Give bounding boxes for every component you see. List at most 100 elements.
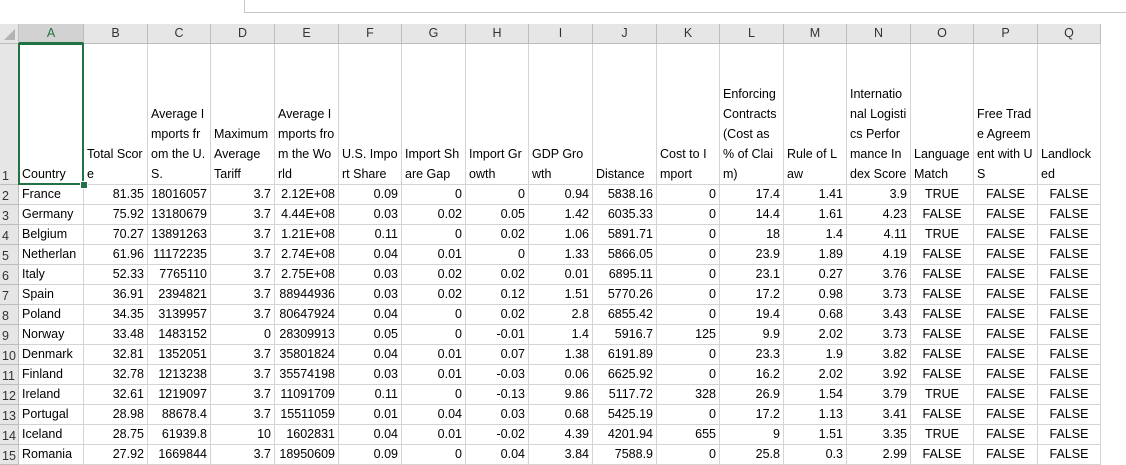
data-cell[interactable]: FALSE bbox=[911, 325, 974, 345]
data-cell[interactable]: 5770.26 bbox=[593, 285, 657, 305]
data-cell[interactable]: 5117.72 bbox=[593, 385, 657, 405]
data-cell[interactable]: 0.04 bbox=[339, 425, 402, 445]
data-cell[interactable]: 0 bbox=[657, 365, 720, 385]
country-cell[interactable]: Portugal bbox=[19, 405, 84, 425]
data-cell[interactable]: 6625.92 bbox=[593, 365, 657, 385]
data-cell[interactable]: 3.79 bbox=[847, 385, 911, 405]
data-cell[interactable]: 3.7 bbox=[211, 385, 275, 405]
data-cell[interactable]: 2394821 bbox=[148, 285, 211, 305]
data-cell[interactable]: 6191.89 bbox=[593, 345, 657, 365]
data-cell[interactable]: 0.02 bbox=[402, 265, 466, 285]
data-cell[interactable]: FALSE bbox=[974, 185, 1038, 205]
data-cell[interactable]: 32.78 bbox=[84, 365, 148, 385]
data-cell[interactable]: 0.02 bbox=[402, 285, 466, 305]
data-cell[interactable]: 0 bbox=[211, 325, 275, 345]
row-header-15[interactable]: 15 bbox=[0, 445, 19, 465]
data-cell[interactable]: 28309913 bbox=[275, 325, 339, 345]
select-all-corner[interactable] bbox=[0, 24, 19, 44]
header-cell[interactable]: Import Growth bbox=[466, 44, 529, 185]
data-cell[interactable]: 88944936 bbox=[275, 285, 339, 305]
column-header-g[interactable]: G bbox=[402, 24, 466, 44]
header-cell[interactable]: Cost to Import bbox=[657, 44, 720, 185]
data-cell[interactable]: 3.7 bbox=[211, 205, 275, 225]
data-cell[interactable]: 88678.4 bbox=[148, 405, 211, 425]
data-cell[interactable]: 1.38 bbox=[529, 345, 593, 365]
data-cell[interactable]: 34.35 bbox=[84, 305, 148, 325]
data-cell[interactable]: FALSE bbox=[974, 325, 1038, 345]
data-cell[interactable]: 0.03 bbox=[339, 365, 402, 385]
data-cell[interactable]: 0 bbox=[657, 405, 720, 425]
data-cell[interactable]: 0.01 bbox=[402, 245, 466, 265]
row-header-7[interactable]: 7 bbox=[0, 285, 19, 305]
data-cell[interactable]: 61.96 bbox=[84, 245, 148, 265]
data-cell[interactable]: FALSE bbox=[1038, 405, 1101, 425]
data-cell[interactable]: FALSE bbox=[974, 445, 1038, 465]
header-cell[interactable]: Maximum Average Tariff bbox=[211, 44, 275, 185]
data-cell[interactable]: 0.09 bbox=[339, 185, 402, 205]
header-cell[interactable]: Country bbox=[19, 44, 84, 185]
data-cell[interactable]: -0.01 bbox=[466, 325, 529, 345]
data-cell[interactable]: 5425.19 bbox=[593, 405, 657, 425]
data-cell[interactable]: 0 bbox=[466, 185, 529, 205]
header-cell[interactable]: Average Imports from the World bbox=[275, 44, 339, 185]
data-cell[interactable]: 0 bbox=[657, 265, 720, 285]
data-cell[interactable]: 35574198 bbox=[275, 365, 339, 385]
data-cell[interactable]: 3.7 bbox=[211, 445, 275, 465]
data-cell[interactable]: TRUE bbox=[911, 225, 974, 245]
row-header-2[interactable]: 2 bbox=[0, 185, 19, 205]
data-cell[interactable]: 3.7 bbox=[211, 365, 275, 385]
data-cell[interactable]: 3.43 bbox=[847, 305, 911, 325]
data-cell[interactable]: 75.92 bbox=[84, 205, 148, 225]
row-header-4[interactable]: 4 bbox=[0, 225, 19, 245]
data-cell[interactable]: 0.02 bbox=[466, 265, 529, 285]
data-cell[interactable]: 33.48 bbox=[84, 325, 148, 345]
data-cell[interactable]: FALSE bbox=[974, 385, 1038, 405]
data-cell[interactable]: 5838.16 bbox=[593, 185, 657, 205]
data-cell[interactable]: 0.3 bbox=[784, 445, 847, 465]
country-cell[interactable]: Iceland bbox=[19, 425, 84, 445]
data-cell[interactable]: 5891.71 bbox=[593, 225, 657, 245]
row-header-8[interactable]: 8 bbox=[0, 305, 19, 325]
data-cell[interactable]: FALSE bbox=[911, 345, 974, 365]
column-header-m[interactable]: M bbox=[784, 24, 847, 44]
header-cell[interactable]: Import Share Gap bbox=[402, 44, 466, 185]
data-cell[interactable]: 1.61 bbox=[784, 205, 847, 225]
data-cell[interactable]: FALSE bbox=[974, 405, 1038, 425]
column-header-k[interactable]: K bbox=[657, 24, 720, 44]
data-cell[interactable]: FALSE bbox=[974, 245, 1038, 265]
data-cell[interactable]: FALSE bbox=[974, 305, 1038, 325]
data-cell[interactable]: 28.98 bbox=[84, 405, 148, 425]
data-cell[interactable]: 4.44E+08 bbox=[275, 205, 339, 225]
data-cell[interactable]: 61939.8 bbox=[148, 425, 211, 445]
data-cell[interactable]: 1.4 bbox=[529, 325, 593, 345]
data-cell[interactable]: FALSE bbox=[911, 265, 974, 285]
data-cell[interactable]: 3.35 bbox=[847, 425, 911, 445]
data-cell[interactable]: 0 bbox=[402, 305, 466, 325]
data-cell[interactable]: 17.2 bbox=[720, 285, 784, 305]
column-header-a[interactable]: A bbox=[19, 24, 84, 44]
data-cell[interactable]: 3.9 bbox=[847, 185, 911, 205]
row-header-5[interactable]: 5 bbox=[0, 245, 19, 265]
data-cell[interactable]: FALSE bbox=[974, 225, 1038, 245]
data-cell[interactable]: FALSE bbox=[1038, 385, 1101, 405]
data-cell[interactable]: 0.01 bbox=[402, 425, 466, 445]
data-cell[interactable]: 2.99 bbox=[847, 445, 911, 465]
data-cell[interactable]: 11172235 bbox=[148, 245, 211, 265]
data-cell[interactable]: FALSE bbox=[911, 445, 974, 465]
data-cell[interactable]: 17.2 bbox=[720, 405, 784, 425]
data-cell[interactable]: 17.4 bbox=[720, 185, 784, 205]
data-cell[interactable]: 3.7 bbox=[211, 225, 275, 245]
data-cell[interactable]: 5866.05 bbox=[593, 245, 657, 265]
data-cell[interactable]: FALSE bbox=[974, 425, 1038, 445]
data-cell[interactable]: 0.09 bbox=[339, 445, 402, 465]
data-cell[interactable]: 0.94 bbox=[529, 185, 593, 205]
data-cell[interactable]: 3.73 bbox=[847, 325, 911, 345]
data-cell[interactable]: 0.02 bbox=[466, 305, 529, 325]
data-cell[interactable]: -0.03 bbox=[466, 365, 529, 385]
data-cell[interactable]: 0 bbox=[657, 345, 720, 365]
data-cell[interactable]: FALSE bbox=[1038, 425, 1101, 445]
data-cell[interactable]: 26.9 bbox=[720, 385, 784, 405]
column-header-l[interactable]: L bbox=[720, 24, 784, 44]
data-cell[interactable]: 4.19 bbox=[847, 245, 911, 265]
country-cell[interactable]: Finland bbox=[19, 365, 84, 385]
